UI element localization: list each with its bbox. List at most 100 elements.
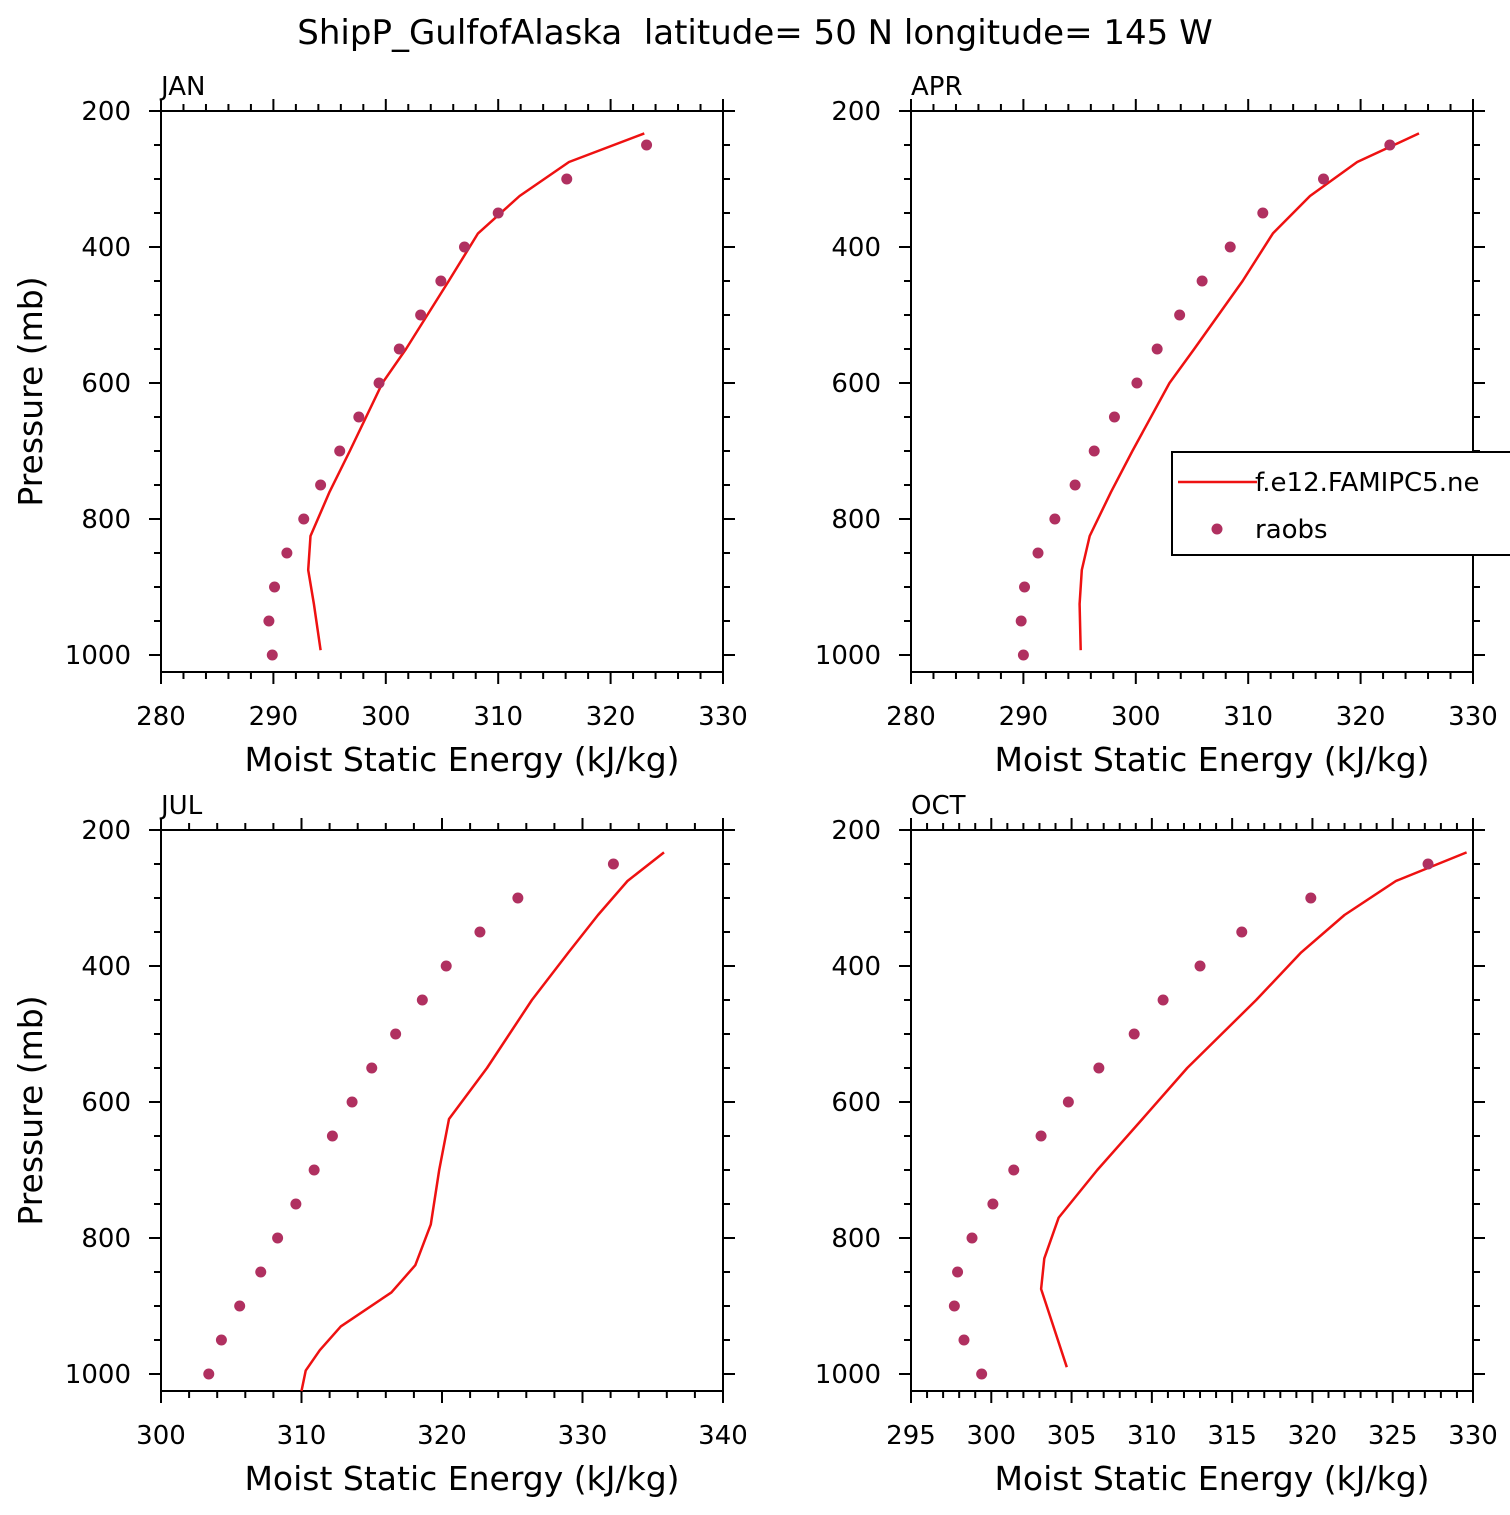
y-tick-label: 800 xyxy=(831,1224,881,1254)
y-axis-label: Pressure (mb) xyxy=(11,995,50,1225)
model-series-line xyxy=(1039,851,1468,1368)
raobs-point xyxy=(1017,649,1029,661)
raobs-point xyxy=(458,241,470,253)
x-tick-label: 330 xyxy=(1448,1421,1498,1451)
legend-raobs-marker xyxy=(1211,523,1223,535)
raobs-point xyxy=(976,1368,988,1380)
raobs-point xyxy=(416,994,428,1006)
raobs-point xyxy=(1093,1062,1105,1074)
y-tick-label: 600 xyxy=(81,1088,131,1118)
raobs-point xyxy=(1049,513,1061,525)
y-tick-label: 1000 xyxy=(65,1360,131,1390)
x-tick-label: 320 xyxy=(417,1421,467,1451)
x-tick-label: 315 xyxy=(1207,1421,1257,1451)
y-tick-label: 400 xyxy=(81,952,131,982)
legend-raobs-label: raobs xyxy=(1255,515,1328,545)
y-tick-label: 600 xyxy=(831,369,881,399)
y-tick-label: 200 xyxy=(81,816,131,846)
raobs-point xyxy=(1128,1028,1140,1040)
y-tick-label: 1000 xyxy=(815,641,881,671)
panel-oct: OCT 295 300 305 310 315 320 325 330 200 400 600 800 1… xyxy=(815,791,1498,1498)
plot-frame xyxy=(910,110,1474,673)
raobs-point xyxy=(1257,207,1269,219)
raobs-point xyxy=(281,547,293,559)
raobs-point xyxy=(1108,411,1120,423)
plot-frame xyxy=(910,829,1474,1392)
panel-jan: JAN 280 290 300 310 320 330 200 400 600 800 1000 Moi… xyxy=(11,72,748,779)
raobs-point xyxy=(1157,994,1169,1006)
raobs-point xyxy=(415,309,427,321)
legend-model-label: f.e12.FAMIPC5.ne xyxy=(1255,468,1479,498)
x-axis-label: Moist Static Energy (kJ/kg) xyxy=(994,740,1429,779)
raobs-point xyxy=(326,1130,338,1142)
x-tick-label: 320 xyxy=(1336,702,1386,732)
y-tick-label: 200 xyxy=(831,97,881,127)
model-series-line xyxy=(300,851,665,1392)
x-tick-label: 300 xyxy=(361,702,411,732)
plot-frame xyxy=(160,829,724,1392)
x-tick-label: 330 xyxy=(558,1421,608,1451)
raobs-point xyxy=(315,479,327,491)
raobs-point xyxy=(492,207,504,219)
raobs-point xyxy=(1196,275,1208,287)
x-tick-label: 295 xyxy=(886,1421,936,1451)
raobs-point xyxy=(215,1334,227,1346)
x-tick-label: 320 xyxy=(586,702,636,732)
raobs-point xyxy=(373,377,385,389)
x-tick-label: 300 xyxy=(966,1421,1016,1451)
raobs-point xyxy=(1019,581,1031,593)
x-tick-label: 300 xyxy=(1111,702,1161,732)
raobs-point xyxy=(1224,241,1236,253)
raobs-point xyxy=(1032,547,1044,559)
raobs-point xyxy=(1194,960,1206,972)
raobs-point xyxy=(987,1198,999,1210)
raobs-point xyxy=(234,1300,246,1312)
raobs-point xyxy=(641,139,653,151)
raobs-point xyxy=(346,1096,358,1108)
raobs-point xyxy=(308,1164,320,1176)
x-tick-label: 290 xyxy=(999,702,1049,732)
y-tick-label: 600 xyxy=(81,369,131,399)
x-axis-label: Moist Static Energy (kJ/kg) xyxy=(244,740,679,779)
legend: f.e12.FAMIPC5.ne raobs xyxy=(1171,451,1510,556)
x-tick-label: 305 xyxy=(1047,1421,1097,1451)
y-tick-label: 800 xyxy=(81,1224,131,1254)
panel-label: JAN xyxy=(159,72,205,102)
raobs-point xyxy=(1035,1130,1047,1142)
raobs-point xyxy=(1151,343,1163,355)
y-tick-label: 200 xyxy=(81,97,131,127)
raobs-point xyxy=(266,649,278,661)
y-tick-label: 1000 xyxy=(65,641,131,671)
y-tick-label: 200 xyxy=(831,816,881,846)
x-tick-label: 280 xyxy=(136,702,186,732)
model-series-line xyxy=(306,132,645,651)
x-axis-label: Moist Static Energy (kJ/kg) xyxy=(994,1459,1429,1498)
raobs-point xyxy=(948,1300,960,1312)
y-axis-label: Pressure (mb) xyxy=(11,276,50,506)
raobs-point xyxy=(203,1368,215,1380)
raobs-point xyxy=(474,926,486,938)
x-tick-label: 310 xyxy=(1127,1421,1177,1451)
raobs-point xyxy=(1384,139,1396,151)
y-tick-label: 600 xyxy=(831,1088,881,1118)
raobs-point xyxy=(440,960,452,972)
raobs-point xyxy=(290,1198,302,1210)
raobs-point xyxy=(512,892,524,904)
x-tick-label: 325 xyxy=(1368,1421,1418,1451)
raobs-point xyxy=(958,1334,970,1346)
raobs-point xyxy=(435,275,447,287)
x-tick-label: 320 xyxy=(1288,1421,1338,1451)
raobs-point xyxy=(1305,892,1317,904)
x-tick-label: 290 xyxy=(249,702,299,732)
model-series-line xyxy=(1078,132,1420,651)
panel-jul: JUL 300 310 320 330 340 200 400 600 800 1000 Moist … xyxy=(11,791,748,1498)
raobs-point xyxy=(353,411,365,423)
x-tick-label: 330 xyxy=(1448,702,1498,732)
panel-apr: APR 280 290 300 310 320 330 200 400 600 800 1000 Moi… xyxy=(815,72,1498,779)
y-tick-label: 400 xyxy=(81,233,131,263)
raobs-point xyxy=(390,1028,402,1040)
y-tick-label: 1000 xyxy=(815,1360,881,1390)
raobs-point xyxy=(966,1232,978,1244)
